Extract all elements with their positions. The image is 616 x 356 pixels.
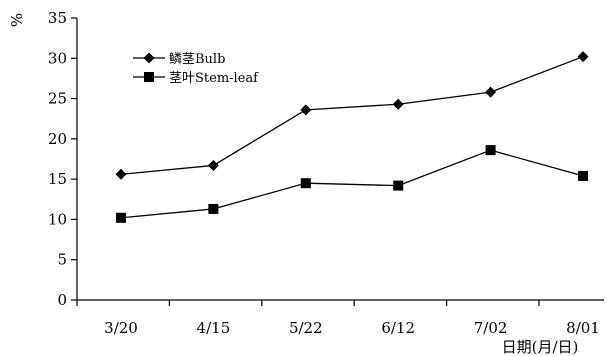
data-point [392,98,404,110]
chart-axes [76,18,604,301]
x-axis-label: 日期(月/日) [502,338,579,356]
data-point [115,168,127,180]
legend-label: 茎叶Stem-leaf [169,71,259,86]
y-tick-label: 0 [57,291,67,309]
y-tick-label: 10 [48,210,67,228]
x-tick-label: 5/22 [289,319,323,337]
y-tick-label: 35 [48,9,67,27]
data-point [208,203,219,214]
series-layer [115,51,589,223]
x-tick-label: 8/01 [566,319,600,337]
y-axis-ticks: 0 5 10 15 20 25 30 35 [48,9,77,309]
legend: 鳞茎Bulb 茎叶Stem-leaf [133,52,259,86]
y-tick-label: 30 [48,49,67,67]
data-point [116,212,126,223]
y-axis-label: % [8,13,26,27]
legend-label: 鳞茎Bulb [169,52,225,67]
x-tick-label: 6/12 [381,319,415,337]
y-tick-label: 25 [48,90,67,108]
series-bulb [115,51,589,180]
series-line [120,149,584,219]
legend-item: 茎叶Stem-leaf [133,71,259,86]
data-point [485,86,497,98]
data-point [393,180,404,191]
data-point [300,104,312,116]
series-line [120,56,584,175]
series-stem-leaf [116,145,588,223]
data-point [485,145,496,156]
legend-marker [143,52,155,64]
x-tick-label: 7/02 [474,319,508,337]
y-tick-label: 5 [57,251,67,269]
legend-marker [144,72,154,82]
data-point [300,178,311,189]
legend-item: 鳞茎Bulb [133,52,225,67]
y-tick-label: 15 [48,170,67,188]
x-tick-label: 4/15 [197,319,231,337]
data-point [578,170,588,181]
data-point [577,51,589,63]
x-tick-label: 3/20 [104,319,138,337]
y-tick-label: 20 [48,130,67,148]
x-axis-ticks: 3/20 4/15 5/22 6/12 7/02 8/01 [76,300,600,337]
data-point [207,159,219,171]
